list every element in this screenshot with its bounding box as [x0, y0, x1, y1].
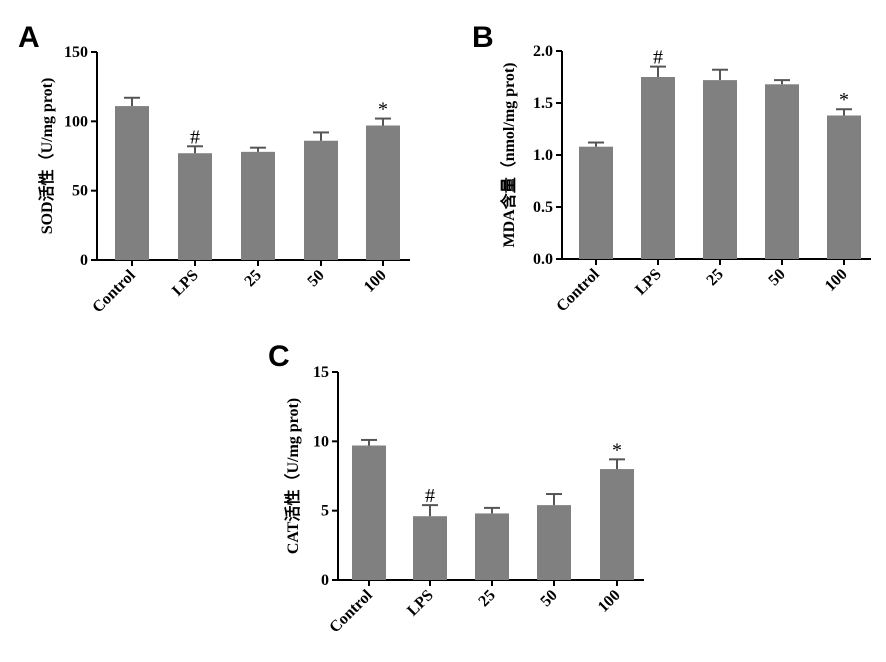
y-tick-label: 0	[321, 572, 329, 589]
significance-mark: *	[378, 99, 388, 121]
y-tick-label: 5	[321, 503, 329, 520]
x-tick-label: LPS	[169, 267, 202, 300]
y-axis-label: SOD活性（U/mg prot)	[37, 78, 56, 235]
significance-mark: #	[653, 47, 663, 69]
x-tick-label: 50	[304, 267, 327, 290]
panel-letter: A	[18, 21, 40, 54]
y-tick-label: 2.0	[533, 43, 553, 60]
bar-100	[827, 115, 861, 259]
x-tick-label: 100	[822, 266, 851, 295]
y-tick-label: 100	[64, 113, 88, 130]
x-tick-label: 25	[703, 266, 726, 289]
y-axis-label: CAT活性（U/mg prot)	[283, 398, 302, 554]
x-tick-label: 100	[361, 267, 390, 296]
y-tick-label: 10	[313, 433, 329, 450]
bar-100	[366, 125, 400, 260]
x-tick-label: 25	[241, 267, 264, 290]
y-tick-label: 150	[64, 44, 88, 61]
x-tick-label: 25	[475, 587, 498, 610]
x-tick-label: Control	[89, 266, 139, 316]
panel-letter: B	[472, 21, 494, 54]
bar-control	[352, 445, 386, 580]
bar-50	[537, 505, 571, 580]
x-tick-label: Control	[553, 265, 603, 315]
y-tick-label: 0.0	[533, 251, 553, 268]
bar-25	[475, 513, 509, 580]
y-axis-label: MDA含量（nmol/mg prot)	[499, 62, 518, 247]
panel-letter: C	[268, 340, 290, 373]
bar-25	[241, 151, 275, 260]
bar-control	[115, 106, 149, 260]
bar-lps	[641, 77, 675, 259]
significance-mark: #	[190, 126, 200, 148]
significance-mark: #	[425, 485, 435, 507]
significance-mark: *	[612, 439, 622, 461]
bar-lps	[178, 153, 212, 260]
bar-50	[765, 84, 799, 259]
panel-a: A 0 50 100 150 SOD活性（U/mg prot) Control # LPS 25 5…	[18, 21, 410, 316]
bar-100	[600, 469, 634, 580]
x-tick-label: Control	[326, 586, 376, 636]
y-tick-label: 15	[313, 364, 329, 381]
y-tick-label: 1.5	[533, 95, 553, 112]
x-tick-label: LPS	[404, 587, 437, 620]
panel-c: C 0 5 10 15 CAT活性（U/mg prot) Control # LPS 25 50 * 1…	[268, 340, 644, 636]
x-tick-label: LPS	[632, 266, 665, 299]
x-tick-label: 50	[537, 587, 560, 610]
bar-25	[703, 80, 737, 260]
y-tick-label: 50	[72, 183, 88, 200]
bar-control	[579, 146, 613, 259]
significance-mark: *	[839, 89, 849, 111]
bar-50	[304, 140, 338, 260]
x-tick-label: 50	[765, 266, 788, 289]
y-tick-label: 1.0	[533, 147, 553, 164]
bar-lps	[413, 516, 447, 580]
y-tick-label: 0.5	[533, 199, 553, 216]
panel-b: B 0.0 0.5 1.0 1.5 2.0 MDA含量（nmol/mg prot) Contr…	[472, 21, 871, 315]
y-tick-label: 0	[80, 252, 88, 269]
x-tick-label: 100	[595, 587, 624, 616]
